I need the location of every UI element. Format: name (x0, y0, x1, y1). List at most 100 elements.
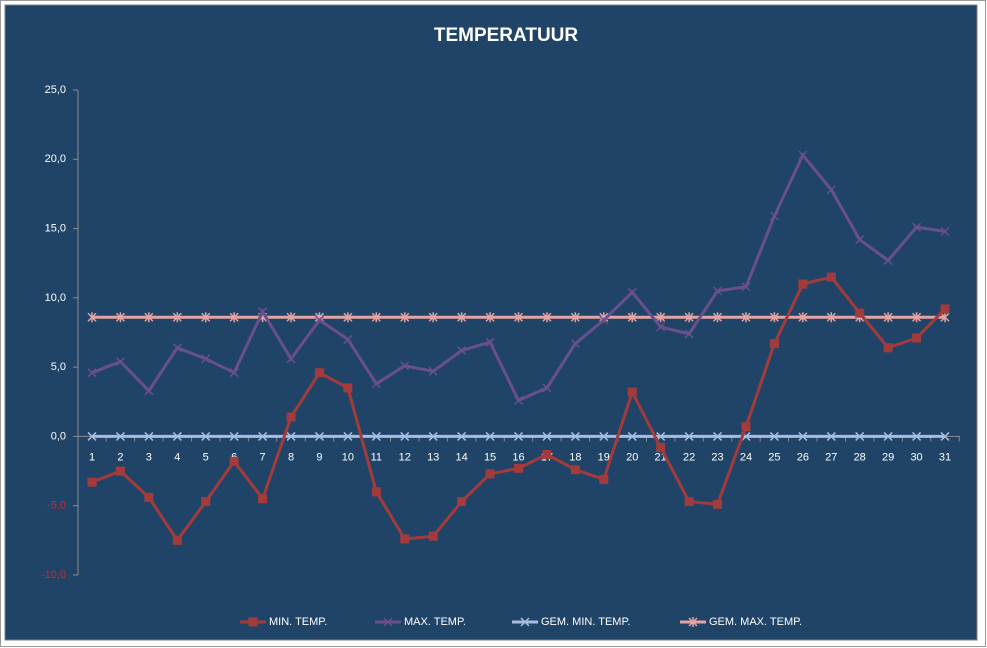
x-tick-label: 1 (89, 451, 95, 463)
y-tick-label: 20,0 (45, 153, 66, 165)
x-tick-label: 14 (456, 451, 468, 463)
marker (883, 255, 893, 265)
marker (798, 150, 808, 160)
marker (371, 312, 381, 323)
marker (688, 617, 698, 627)
marker (229, 431, 239, 441)
marker (713, 499, 723, 509)
marker (520, 617, 530, 627)
marker (769, 339, 779, 349)
marker (172, 312, 182, 323)
marker (428, 312, 438, 323)
marker (201, 354, 211, 364)
marker (741, 312, 751, 323)
marker (115, 312, 125, 323)
x-tick-label: 7 (260, 451, 266, 463)
marker (343, 431, 353, 441)
marker (383, 617, 393, 627)
marker (940, 312, 950, 323)
legend-label: MIN. TEMP. (269, 616, 327, 628)
marker (570, 465, 580, 475)
chart-area (4, 4, 978, 641)
marker (513, 395, 524, 405)
marker (314, 368, 324, 378)
marker (513, 431, 524, 441)
x-tick-label: 5 (203, 451, 209, 463)
marker (258, 494, 268, 504)
marker (314, 431, 324, 441)
x-tick-label: 8 (288, 451, 294, 463)
marker (400, 312, 410, 323)
x-tick-label: 18 (569, 451, 581, 463)
marker (286, 312, 296, 323)
marker (201, 312, 211, 323)
marker (570, 339, 580, 349)
marker (542, 383, 552, 393)
marker (684, 329, 694, 339)
x-tick-label: 16 (512, 451, 524, 463)
marker (855, 308, 865, 318)
marker (769, 312, 779, 323)
marker (656, 322, 666, 332)
marker (570, 431, 580, 441)
marker (542, 312, 552, 323)
marker (314, 315, 324, 325)
marker (485, 431, 495, 441)
marker (798, 279, 808, 289)
marker (542, 431, 552, 441)
x-tick-label: 15 (484, 451, 496, 463)
marker (684, 312, 694, 323)
marker (826, 431, 836, 441)
marker (769, 431, 779, 441)
marker (144, 312, 154, 323)
marker (400, 431, 410, 441)
marker (248, 617, 258, 627)
marker (912, 431, 922, 441)
marker (87, 368, 97, 378)
x-tick-label: 28 (854, 451, 866, 463)
x-tick-label: 9 (316, 451, 322, 463)
marker (570, 312, 580, 323)
x-tick-label: 29 (882, 451, 894, 463)
marker (428, 366, 438, 376)
marker (684, 431, 694, 441)
marker (912, 333, 922, 343)
marker (172, 431, 182, 441)
legend-label: GEM. MIN. TEMP. (541, 616, 630, 628)
marker (826, 272, 836, 282)
x-tick-label: 12 (399, 451, 411, 463)
x-tick-label: 24 (740, 451, 752, 463)
marker (371, 379, 381, 389)
marker (627, 287, 637, 297)
marker (627, 312, 637, 323)
x-tick-label: 22 (683, 451, 695, 463)
marker (940, 226, 950, 236)
marker (826, 312, 836, 323)
x-tick-label: 3 (146, 451, 152, 463)
marker (115, 357, 125, 367)
marker (115, 466, 125, 476)
marker (258, 307, 268, 317)
marker (656, 312, 666, 323)
marker (172, 343, 182, 353)
marker (286, 431, 296, 441)
marker (144, 386, 154, 396)
x-tick-label: 25 (768, 451, 780, 463)
marker (371, 487, 381, 497)
x-tick-label: 23 (711, 451, 723, 463)
marker (599, 315, 609, 325)
marker (400, 534, 410, 544)
legend-label: MAX. TEMP. (404, 616, 466, 628)
x-tick-label: 10 (342, 451, 354, 463)
x-tick-label: 2 (117, 451, 123, 463)
marker (798, 431, 808, 441)
marker (229, 368, 239, 378)
y-tick-label: 10,0 (45, 292, 66, 304)
marker (286, 412, 296, 422)
marker (513, 312, 524, 323)
x-tick-label: 30 (910, 451, 922, 463)
marker (599, 431, 609, 441)
marker (713, 286, 723, 296)
marker (883, 312, 893, 323)
marker (201, 497, 211, 507)
